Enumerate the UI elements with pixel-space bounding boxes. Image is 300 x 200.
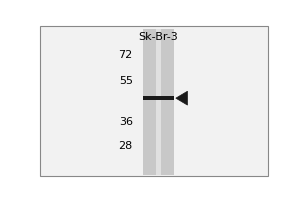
- FancyBboxPatch shape: [143, 96, 173, 100]
- Text: 55: 55: [119, 76, 133, 86]
- Polygon shape: [176, 91, 188, 105]
- FancyBboxPatch shape: [156, 29, 161, 175]
- Text: Sk-Br-3: Sk-Br-3: [139, 32, 178, 42]
- Text: 36: 36: [119, 117, 133, 127]
- Text: 72: 72: [118, 50, 133, 60]
- FancyBboxPatch shape: [40, 26, 268, 176]
- Text: 28: 28: [118, 141, 133, 151]
- FancyBboxPatch shape: [143, 29, 173, 175]
